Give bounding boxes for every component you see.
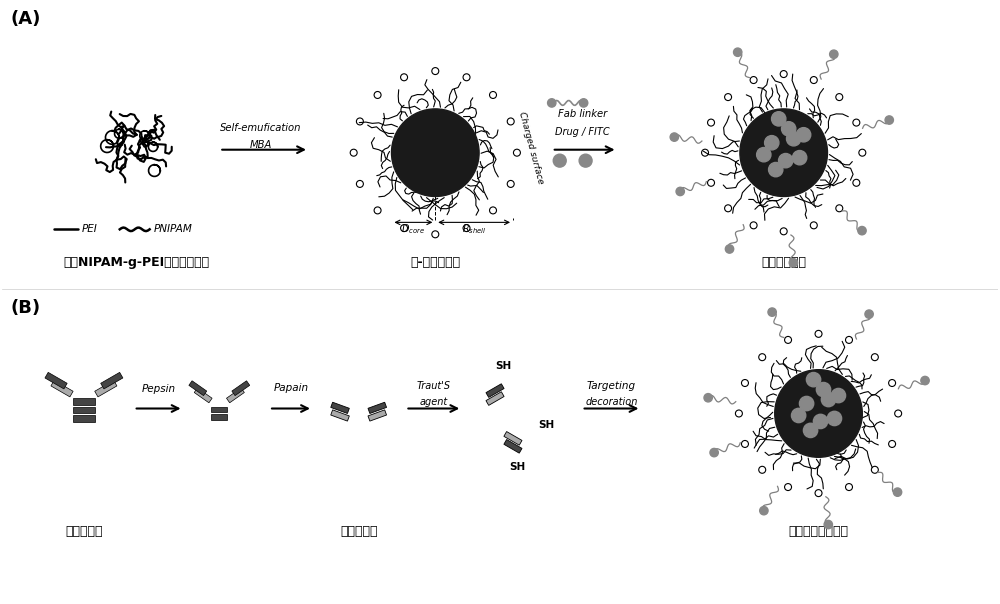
Text: SH: SH [509,462,525,472]
Polygon shape [504,440,522,453]
Circle shape [792,150,807,165]
Circle shape [781,121,796,136]
Circle shape [865,310,873,318]
Text: decoration: decoration [585,397,638,406]
Text: Self-emufication: Self-emufication [220,123,302,133]
Polygon shape [101,372,123,389]
Circle shape [824,521,832,528]
Circle shape [789,259,798,267]
Polygon shape [194,388,212,403]
Circle shape [757,147,771,162]
Text: PNIPAM: PNIPAM [154,224,192,234]
Text: Pepsin: Pepsin [142,384,176,394]
Polygon shape [331,410,349,421]
Text: (A): (A) [10,10,41,28]
Circle shape [710,448,718,457]
Text: PEI: PEI [82,224,98,234]
Circle shape [921,376,929,385]
Circle shape [704,394,712,402]
Polygon shape [331,402,349,414]
Text: 靶向温敏载药系统: 靶向温敏载药系统 [789,525,849,538]
Polygon shape [486,384,504,397]
Circle shape [734,48,742,56]
Text: 抗体山基化: 抗体山基化 [340,525,377,538]
Text: 核-壳纳米凝胶: 核-壳纳米凝胶 [410,256,460,269]
Circle shape [769,162,783,177]
Bar [73,416,95,422]
Circle shape [670,133,678,141]
Polygon shape [486,392,504,405]
Circle shape [579,98,588,107]
Polygon shape [45,372,67,389]
Polygon shape [504,431,522,445]
Bar [211,406,227,413]
Circle shape [548,98,556,107]
Text: agent: agent [419,397,447,406]
Polygon shape [232,381,250,396]
Circle shape [885,116,893,124]
Circle shape [725,245,734,253]
Text: 活性载体系统: 活性载体系统 [761,256,806,269]
Circle shape [816,382,831,397]
Text: MBA: MBA [250,140,272,150]
Bar [73,397,95,405]
Polygon shape [95,381,117,397]
Polygon shape [189,381,207,396]
Circle shape [813,414,828,429]
Circle shape [772,112,786,126]
Circle shape [799,396,814,411]
Circle shape [779,153,793,168]
Polygon shape [226,388,244,403]
Text: Drug / FITC: Drug / FITC [555,127,610,137]
Circle shape [893,488,902,496]
Circle shape [830,50,838,59]
Text: SH: SH [495,361,511,371]
Text: 单克隆抗体: 单克隆抗体 [65,525,103,538]
Circle shape [831,388,846,403]
Circle shape [791,408,806,423]
Circle shape [775,370,862,457]
Circle shape [579,154,592,167]
Text: Charged surface: Charged surface [517,111,545,185]
Polygon shape [368,410,387,421]
Circle shape [768,308,776,316]
Polygon shape [51,381,73,397]
Circle shape [806,373,821,387]
Text: (B): (B) [10,299,40,317]
Circle shape [392,109,479,196]
Text: Targeting: Targeting [587,381,636,391]
Circle shape [827,411,842,426]
Text: Traut'S: Traut'S [416,381,450,391]
Circle shape [803,423,818,437]
Text: Fab linker: Fab linker [558,109,607,119]
Bar [211,414,227,420]
Text: $R_{shell}$: $R_{shell}$ [462,222,486,236]
Bar [73,406,95,414]
Circle shape [676,187,684,196]
Text: $D_{core}$: $D_{core}$ [401,222,425,236]
Text: Papain: Papain [273,382,309,393]
Circle shape [786,132,801,146]
Circle shape [796,127,811,142]
Polygon shape [368,402,387,414]
Circle shape [760,507,768,515]
Circle shape [553,154,566,167]
Circle shape [740,109,827,196]
Text: 聚（NIPAM-g-PEI）接枝共聚物: 聚（NIPAM-g-PEI）接枝共聚物 [64,256,210,269]
Circle shape [765,135,779,150]
Text: SH: SH [539,420,555,431]
Circle shape [821,393,836,406]
Circle shape [858,226,866,235]
